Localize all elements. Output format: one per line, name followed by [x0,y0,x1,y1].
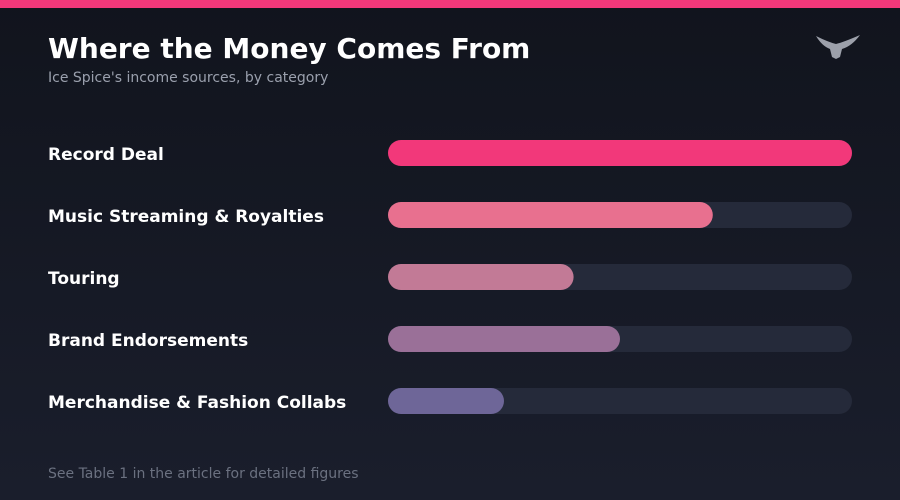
category-label: Merchandise & Fashion Collabs [48,393,346,413]
category-label: Brand Endorsements [48,331,248,351]
footnote: See Table 1 in the article for detailed … [48,466,359,482]
chart-title: Where the Money Comes From [48,32,530,65]
bar [388,202,713,228]
bar [388,326,620,352]
top-accent [0,0,900,8]
category-label: Record Deal [48,145,164,165]
category-label: Touring [48,269,120,289]
chart-subtitle: Ice Spice's income sources, by category [48,70,328,86]
bar [388,388,504,414]
bar [388,264,574,290]
category-label: Music Streaming & Royalties [48,207,324,227]
bar-track [388,388,852,414]
bar [388,140,852,166]
logo [816,35,860,59]
